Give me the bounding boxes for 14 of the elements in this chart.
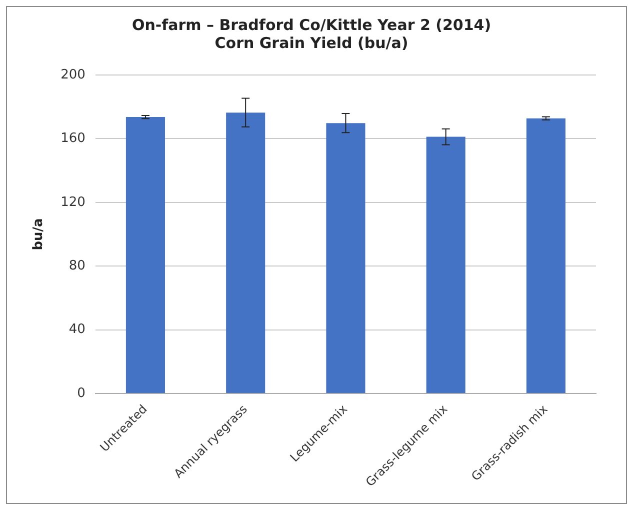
y-tick-label: 0 (77, 386, 86, 401)
bar (326, 123, 366, 393)
bar (426, 136, 466, 393)
chart-subtitle: Corn Grain Yield (bu/a) (214, 34, 408, 52)
bar (226, 112, 266, 393)
y-tick-label: 200 (60, 67, 86, 82)
y-tick-label: 160 (60, 131, 86, 146)
chart-title: On-farm – Bradford Co/Kittle Year 2 (2014) (132, 16, 492, 34)
y-tick-label: 120 (60, 194, 86, 210)
y-tick-label: 80 (68, 258, 86, 274)
y-axis-title: bu/a (31, 218, 46, 250)
bar (126, 117, 165, 393)
y-tick-label: 40 (68, 322, 86, 338)
bar (526, 118, 566, 393)
